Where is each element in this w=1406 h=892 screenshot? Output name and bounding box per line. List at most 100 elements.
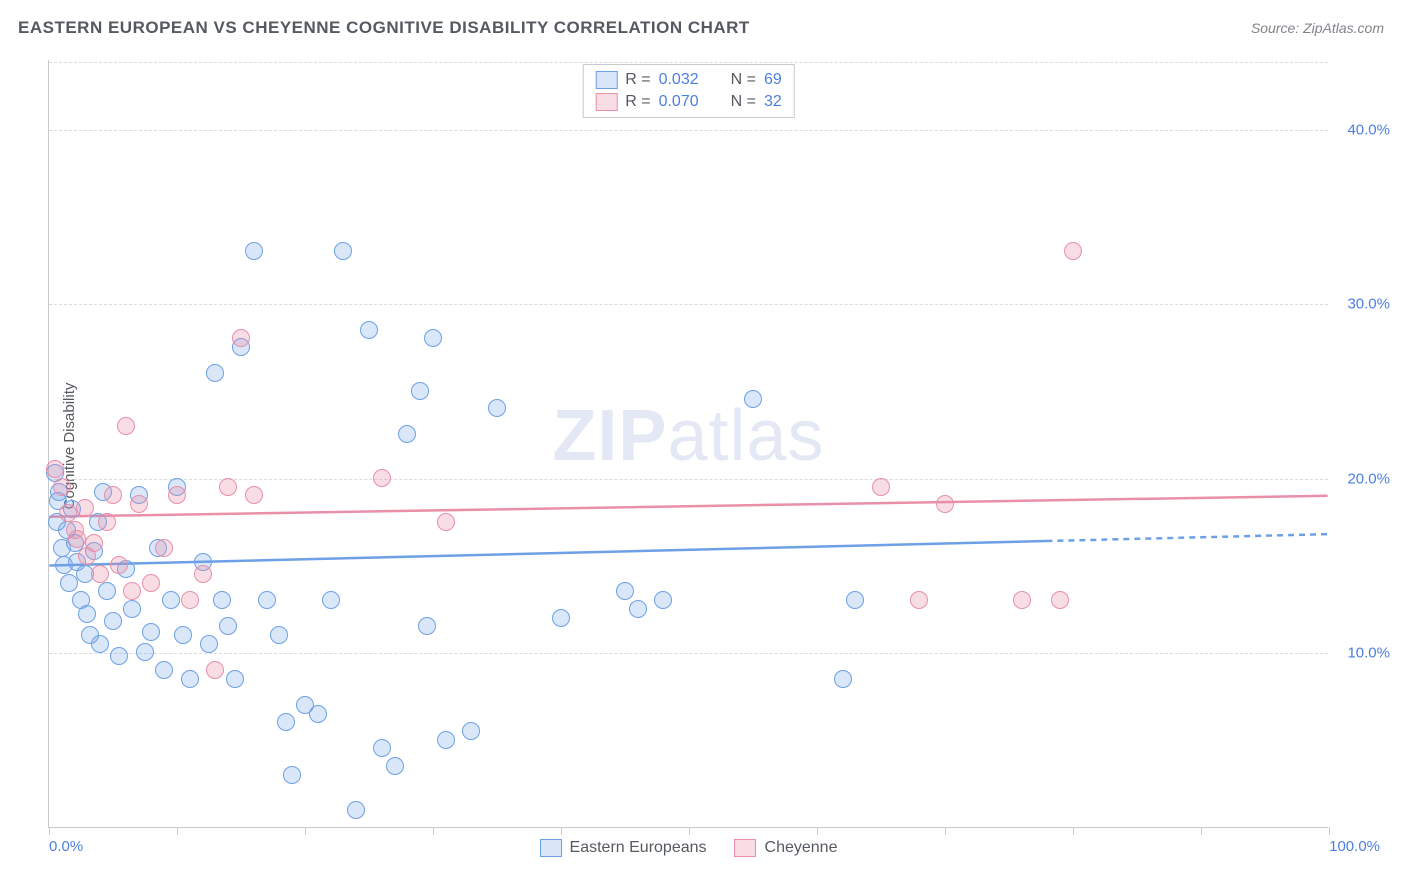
data-point <box>437 731 455 749</box>
data-point <box>76 499 94 517</box>
x-tick <box>305 827 306 835</box>
data-point <box>78 605 96 623</box>
gridline-y <box>49 479 1328 480</box>
stat-r-label: R = <box>625 71 650 89</box>
data-point <box>552 609 570 627</box>
data-point <box>136 643 154 661</box>
data-point <box>181 670 199 688</box>
x-tick <box>177 827 178 835</box>
data-point <box>53 478 71 496</box>
stat-r-value: 0.070 <box>659 93 699 111</box>
data-point <box>219 617 237 635</box>
data-point <box>360 321 378 339</box>
data-point <box>936 495 954 513</box>
gridline-y <box>49 653 1328 654</box>
gridline-y <box>49 62 1328 63</box>
data-point <box>232 329 250 347</box>
y-tick-label: 10.0% <box>1347 645 1390 662</box>
data-point <box>245 242 263 260</box>
data-point <box>347 801 365 819</box>
data-point <box>98 513 116 531</box>
stat-n-value: 69 <box>764 71 782 89</box>
data-point <box>834 670 852 688</box>
data-point <box>213 591 231 609</box>
data-point <box>110 556 128 574</box>
data-point <box>398 425 416 443</box>
data-point <box>386 757 404 775</box>
data-point <box>334 242 352 260</box>
data-point <box>616 582 634 600</box>
x-tick <box>817 827 818 835</box>
legend-item: Eastern Europeans <box>540 839 707 857</box>
stats-legend-box: R = 0.032 N = 69 R = 0.070 N = 32 <box>582 64 795 118</box>
stat-r-value: 0.032 <box>659 71 699 89</box>
data-point <box>123 600 141 618</box>
data-point <box>488 399 506 417</box>
data-point <box>130 495 148 513</box>
watermark: ZIPatlas <box>552 394 824 476</box>
regression-line-extrapolated <box>1046 534 1327 541</box>
data-point <box>110 647 128 665</box>
legend-item: Cheyenne <box>735 839 838 857</box>
data-point <box>258 591 276 609</box>
data-point <box>373 739 391 757</box>
data-point <box>309 705 327 723</box>
data-point <box>194 565 212 583</box>
series-swatch <box>595 71 617 89</box>
x-tick <box>1073 827 1074 835</box>
x-tick <box>433 827 434 835</box>
data-point <box>373 469 391 487</box>
data-point <box>462 722 480 740</box>
x-tick <box>49 827 50 835</box>
x-tick <box>945 827 946 835</box>
data-point <box>424 329 442 347</box>
stats-row: R = 0.070 N = 32 <box>595 91 782 113</box>
data-point <box>283 766 301 784</box>
stat-n-value: 32 <box>764 93 782 111</box>
x-tick <box>1201 827 1202 835</box>
stat-r-label: R = <box>625 93 650 111</box>
data-point <box>206 364 224 382</box>
data-point <box>91 565 109 583</box>
data-point <box>206 661 224 679</box>
source-attribution: Source: ZipAtlas.com <box>1251 20 1384 36</box>
series-swatch <box>595 93 617 111</box>
data-point <box>1051 591 1069 609</box>
data-point <box>162 591 180 609</box>
gridline-y <box>49 130 1328 131</box>
data-point <box>91 635 109 653</box>
data-point <box>168 486 186 504</box>
data-point <box>181 591 199 609</box>
data-point <box>744 390 762 408</box>
data-point <box>418 617 436 635</box>
x-tick <box>561 827 562 835</box>
data-point <box>910 591 928 609</box>
data-point <box>219 478 237 496</box>
data-point <box>1013 591 1031 609</box>
x-tick-label-max: 100.0% <box>1329 838 1380 855</box>
stat-n-label: N = <box>731 71 756 89</box>
watermark-atlas: atlas <box>667 395 824 475</box>
data-point <box>104 486 122 504</box>
stat-n-label: N = <box>731 93 756 111</box>
series-swatch <box>540 839 562 857</box>
series-swatch <box>735 839 757 857</box>
data-point <box>846 591 864 609</box>
chart-title: EASTERN EUROPEAN VS CHEYENNE COGNITIVE D… <box>18 18 750 38</box>
data-point <box>85 534 103 552</box>
data-point <box>277 713 295 731</box>
legend-label: Eastern Europeans <box>570 839 707 857</box>
y-tick-label: 20.0% <box>1347 470 1390 487</box>
data-point <box>142 623 160 641</box>
data-point <box>411 382 429 400</box>
stats-row: R = 0.032 N = 69 <box>595 69 782 91</box>
x-tick <box>689 827 690 835</box>
bottom-legend: Eastern Europeans Cheyenne <box>540 839 838 857</box>
data-point <box>1064 242 1082 260</box>
data-point <box>142 574 160 592</box>
gridline-y <box>49 304 1328 305</box>
data-point <box>437 513 455 531</box>
y-tick-label: 30.0% <box>1347 296 1390 313</box>
watermark-zip: ZIP <box>552 395 667 475</box>
x-tick-label-min: 0.0% <box>49 838 83 855</box>
